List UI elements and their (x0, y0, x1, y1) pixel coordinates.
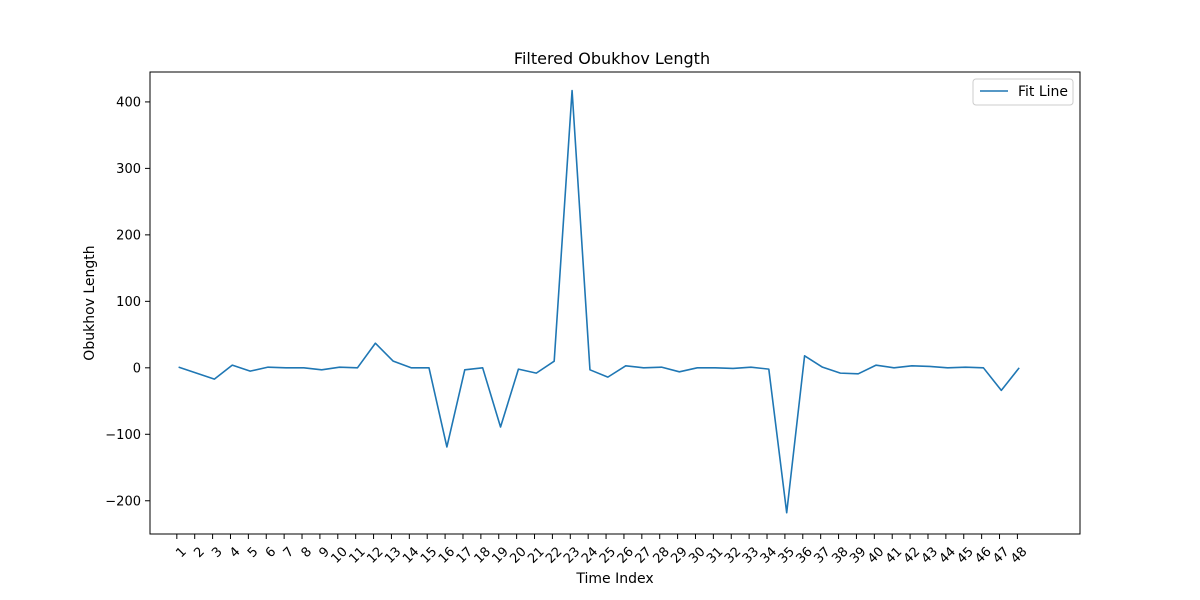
x-tick-label: 1 (173, 544, 189, 560)
x-tick-label: 48 (1008, 544, 1030, 566)
y-axis-label: Obukhov Length (82, 245, 98, 360)
legend-label-fit-line: Fit Line (1018, 84, 1068, 100)
plot-area-frame (149, 71, 1081, 535)
legend-box (972, 78, 1074, 106)
chart-title: Filtered Obukhov Length (514, 49, 710, 68)
x-tick-label: 7 (281, 544, 297, 560)
x-tick-label: 3 (209, 544, 225, 560)
x-tick-label: 8 (299, 544, 315, 560)
x-tick-label: 2 (191, 544, 207, 560)
y-tick-label: 300 (116, 162, 141, 177)
y-tick-label: 0 (133, 361, 141, 376)
legend: Fit Line (972, 78, 1074, 106)
x-axis: 1 2 3 4 5 6 7 8 91011121314151617181920212223242… (173, 534, 1030, 567)
y-tick-label: 100 (116, 295, 141, 310)
x-axis-label: Time Index (575, 571, 653, 587)
x-tick-label: 5 (245, 544, 261, 560)
y-tick-label: −200 (105, 494, 141, 509)
x-tick-label: 6 (263, 544, 279, 560)
series-line-fit-line (178, 89, 1020, 514)
y-tick-label: −100 (105, 428, 141, 443)
y-tick-label: 400 (116, 95, 141, 110)
y-axis: −200 −100 0 100 200 300 400 (105, 95, 150, 509)
x-tick-label: 4 (227, 544, 243, 560)
y-tick-label: 200 (116, 228, 141, 243)
